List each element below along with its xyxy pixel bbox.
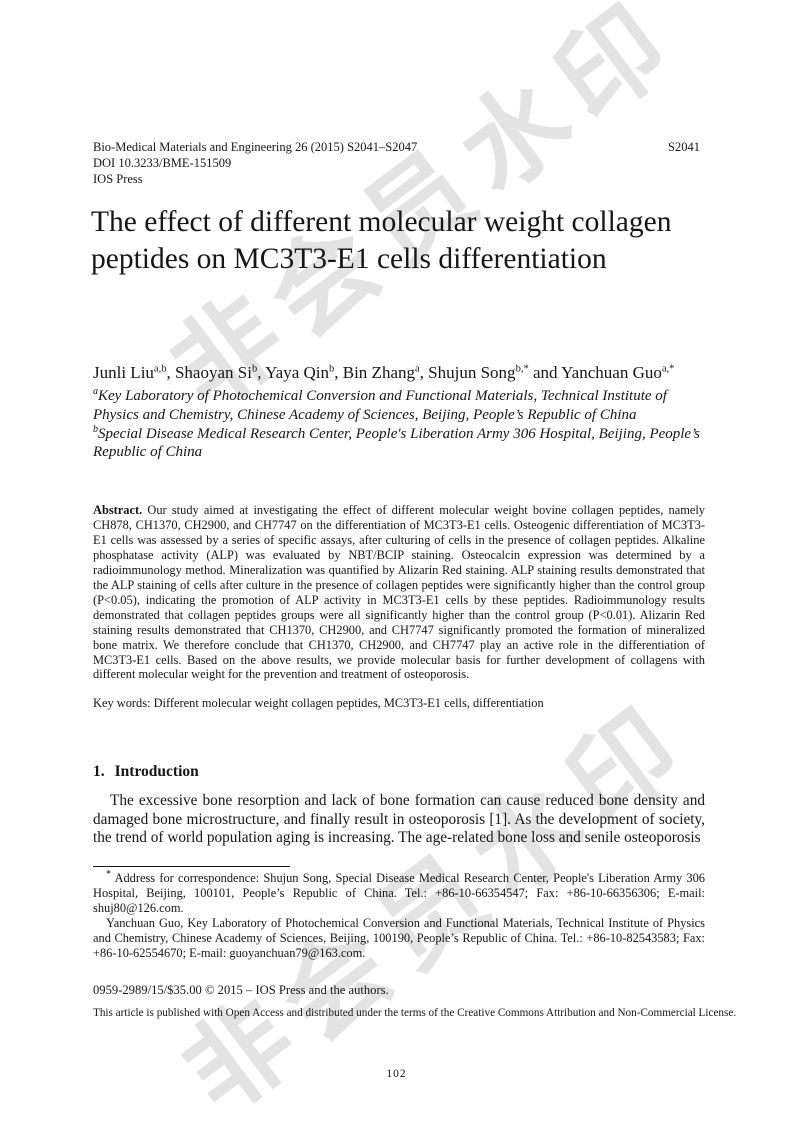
- section-heading: 1. Introduction: [93, 763, 705, 781]
- open-access-license-line: This article is published with Open Acce…: [93, 1007, 737, 1019]
- author-affiliation-marker: a,b: [153, 363, 167, 375]
- journal-header: Bio-Medical Materials and Engineering 26…: [93, 139, 700, 187]
- author-affiliation-marker: b: [251, 363, 258, 375]
- footnote-separator-rule: [93, 866, 290, 867]
- author-name: Shaoyan Si: [174, 363, 252, 382]
- abstract-label: Abstract.: [93, 503, 143, 517]
- affiliation-b-text: Special Disease Medical Research Center,…: [93, 425, 700, 461]
- publisher-line: IOS Press: [93, 172, 143, 186]
- article-title: The effect of different molecular weight…: [91, 206, 672, 275]
- affiliation-a: aKey Laboratory of Photochemical Convers…: [93, 387, 708, 425]
- running-page-ref: S2041: [668, 140, 700, 154]
- affiliation-b: bSpecial Disease Medical Research Center…: [93, 423, 708, 463]
- keywords-line: Key words: Different molecular weight co…: [93, 696, 705, 711]
- author-name: Yaya Qin: [265, 363, 329, 382]
- affiliation-a-text: Key Laboratory of Photochemical Conversi…: [93, 388, 667, 423]
- keywords-text: Different molecular weight collagen pept…: [150, 696, 544, 710]
- section-title: Introduction: [114, 763, 199, 780]
- author-separator: ,: [166, 363, 175, 382]
- author-name: Yanchuan Guo: [561, 363, 662, 382]
- author-name: Bin Zhang: [342, 363, 415, 382]
- author-separator: ,: [257, 363, 266, 382]
- author-name: Shujun Song: [428, 363, 516, 382]
- author-separator: ,: [334, 363, 343, 382]
- correspondence-footnote: * Address for correspondence: Shujun Son…: [93, 868, 705, 916]
- affiliation-a-marker: a: [93, 386, 98, 397]
- correspondence-footnote-text: Address for correspondence: Shujun Song,…: [93, 871, 705, 915]
- author-name: Junli Liu: [93, 363, 154, 382]
- author-separator: ,: [419, 363, 429, 382]
- page-number: 102: [386, 1068, 407, 1080]
- affiliation-b-marker: b: [93, 423, 98, 435]
- journal-citation-line: Bio-Medical Materials and Engineering 26…: [93, 140, 418, 154]
- abstract-text: Our study aimed at investigating the eff…: [93, 503, 705, 682]
- author-affiliation-marker: a: [415, 363, 420, 375]
- author-affiliation-marker: a,*: [661, 363, 675, 375]
- keywords-label: Key words:: [93, 696, 151, 710]
- abstract: Abstract. Our study aimed at investigati…: [93, 503, 705, 682]
- author-affiliation-marker: b: [329, 363, 335, 375]
- author-separator: and: [528, 363, 562, 382]
- copyright-line: 0959-2989/15/$35.00 © 2015 – IOS Press a…: [93, 983, 389, 997]
- introduction-paragraph: The excessive bone resorption and lack o…: [93, 792, 705, 847]
- doi-line: DOI 10.3233/BME-151509: [93, 156, 232, 170]
- author-affiliation-marker: b,*: [515, 363, 529, 375]
- affiliations-block: aKey Laboratory of Photochemical Convers…: [93, 387, 708, 462]
- section-number: 1.: [93, 763, 105, 780]
- second-correspondence-footnote: Yanchuan Guo, Key Laboratory of Photoche…: [93, 915, 705, 960]
- authors-line: Junli Liua,b, Shaoyan Sib, Yaya Qinb, Bi…: [93, 363, 705, 383]
- footnote-asterisk-marker: *: [106, 868, 111, 880]
- footnotes-block: * Address for correspondence: Shujun Son…: [93, 868, 705, 960]
